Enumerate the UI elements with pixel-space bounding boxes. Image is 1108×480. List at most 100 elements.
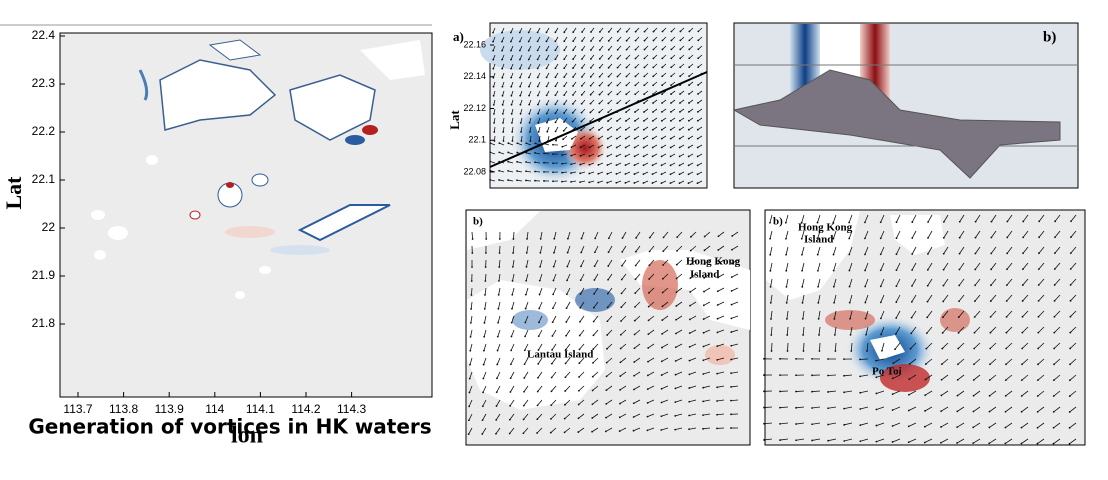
flow-arrow-head [563, 49, 566, 52]
flow-arrow-head [468, 391, 471, 394]
flow-arrow-head [565, 307, 568, 309]
flow-arrow-head [651, 137, 654, 140]
flow-arrow-head [730, 303, 733, 306]
flow-arrow-head [492, 31, 494, 34]
flow-arrow-head [661, 319, 664, 321]
flow-arrow-head [660, 146, 663, 149]
flow-arrow-head [619, 388, 622, 391]
flow-arrow-head [697, 66, 700, 69]
flow-arrow-head [926, 316, 929, 319]
flow-arrow [865, 310, 869, 319]
flow-arrow-head [688, 414, 691, 417]
flow-arrow-head [536, 94, 539, 97]
flow-arrow [908, 406, 917, 411]
flow-arrow-head [634, 39, 637, 42]
flow-arrow-head [563, 40, 566, 43]
flow-arrow-head [578, 362, 581, 365]
flow-arrow [606, 329, 613, 336]
flow-arrow-head [660, 128, 663, 131]
flow-arrow-head [546, 121, 548, 124]
flow-arrow-head [523, 377, 526, 379]
flow-arrow-head [519, 76, 521, 79]
flow-arrow-head [942, 252, 945, 255]
flow-arrow [1022, 294, 1029, 302]
flow-arrow [647, 385, 655, 390]
flow-arrow [564, 427, 571, 433]
flow-arrow-head [564, 376, 567, 379]
flow-arrow [1022, 230, 1029, 238]
flow-arrow [498, 259, 501, 268]
flow-arrow [593, 315, 599, 322]
flow-arrow-head [565, 334, 567, 337]
flow-arrow [689, 315, 697, 320]
flow-arrow [661, 357, 669, 362]
flow-arrow [864, 294, 869, 303]
flow-arrow-head [647, 347, 650, 349]
flow-arrow-head [716, 304, 719, 306]
flow-arrow-head [678, 137, 681, 140]
flow-arrow [704, 231, 711, 237]
flow-arrow-head [492, 49, 495, 52]
flow-arrow-head [634, 102, 637, 105]
flow-arrow-head [1020, 426, 1023, 429]
flow-arrow [550, 399, 557, 406]
flow-arrow [924, 438, 933, 443]
flow-arrow-head [615, 128, 618, 131]
flow-arrow-head [469, 349, 472, 352]
flow-arrow [703, 413, 711, 416]
flow-arrow [605, 399, 613, 405]
flow-arrow [717, 357, 725, 361]
flow-arrow-head [676, 236, 679, 239]
flow-arrow [717, 399, 725, 402]
flow-arrow [1038, 326, 1045, 333]
flow-arrow-head [859, 358, 861, 361]
flow-arrow-head [572, 40, 575, 43]
flow-arrow-head [561, 162, 563, 165]
flow-arrow-head [519, 67, 521, 70]
flow-arrow [974, 278, 981, 286]
flow-arrow-head [525, 170, 527, 173]
flow-arrow [785, 246, 789, 255]
flow-arrow [607, 259, 613, 267]
flow-arrow-head [687, 137, 690, 140]
flow-arrow-head [661, 332, 664, 335]
flow-arrow-head [564, 362, 567, 365]
flow-arrow-head [1069, 268, 1072, 270]
flow-arrow-head [502, 131, 505, 133]
flow-arrow [633, 399, 641, 404]
flow-arrow [661, 413, 669, 417]
flow-arrow [812, 438, 821, 441]
flow-arrow [850, 342, 853, 352]
flow-arrow-head [958, 252, 961, 255]
flow-arrow [539, 287, 543, 295]
flow-arrow [704, 245, 711, 251]
flow-arrow-head [864, 253, 866, 256]
flow-arrow [620, 329, 627, 336]
flow-arrow-head [651, 146, 654, 149]
flow-arrow-head [911, 237, 914, 239]
flow-arrow [1005, 374, 1013, 381]
flow-arrow [957, 342, 965, 349]
flow-arrow [731, 301, 739, 305]
flow-arrow-head [670, 111, 672, 113]
flow-arrow-head [563, 431, 566, 434]
flow-arrow-head [940, 441, 942, 444]
flow-arrow-head [524, 293, 527, 296]
flow-arrow-head [859, 375, 862, 378]
flow-arrow-head [589, 111, 592, 114]
flow-arrow [633, 385, 641, 390]
flow-arrow-head [696, 119, 699, 122]
flow-arrow-head [879, 301, 882, 304]
flow-arrow-head [625, 66, 628, 69]
flow-arrow-head [634, 111, 636, 113]
flow-arrow-head [618, 416, 621, 419]
flow-arrow [662, 315, 669, 321]
flow-arrow-head [1068, 442, 1071, 445]
flow-arrow-head [827, 439, 830, 442]
flow-arrow-head [1021, 363, 1023, 366]
flow-arrow-head [958, 284, 961, 287]
flow-arrow-head [536, 58, 539, 61]
flow-arrow-head [536, 67, 539, 70]
flow-arrow-head [529, 130, 531, 133]
flow-arrow-head [527, 58, 530, 61]
